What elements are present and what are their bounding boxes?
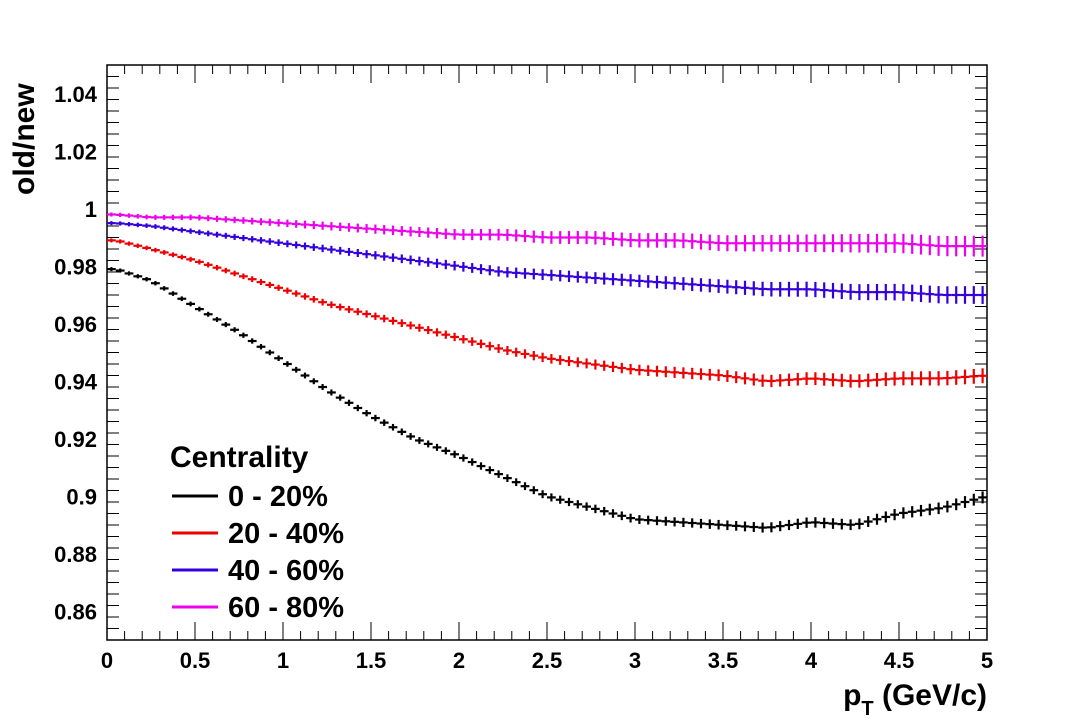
legend-entry: 60 - 80% <box>172 592 344 624</box>
y-axis-ticks <box>107 64 987 641</box>
x-tick-label: 0.5 <box>180 648 211 673</box>
y-tick-label: 1 <box>85 197 97 222</box>
legend-entry: 20 - 40% <box>172 518 344 550</box>
y-tick-label: 0.98 <box>54 254 97 279</box>
x-axis-title: pT (GeV/c) <box>843 679 987 720</box>
y-axis-tick-labels: 0.86 0.88 0.9 0.92 0.94 0.96 0.98 1 1.02 1.04 <box>54 82 98 625</box>
legend-label: 0 - 20% <box>228 481 328 513</box>
x-tick-label: 5 <box>981 648 993 673</box>
x-tick-label: 1 <box>277 648 289 673</box>
plot-frame <box>106 64 988 641</box>
y-axis-title: old/new <box>8 83 41 195</box>
legend-label: 60 - 80% <box>228 592 344 624</box>
series-40-60 <box>107 221 987 304</box>
y-tick-label: 0.94 <box>54 369 98 394</box>
x-axis-tick-labels: 0 0.5 1 1.5 2 2.5 3 3.5 4 4.5 5 <box>101 648 993 673</box>
x-axis-ticks <box>106 65 988 640</box>
x-tick-label: 4.5 <box>884 648 915 673</box>
series-60-80 <box>107 212 987 257</box>
y-tick-label: 0.86 <box>54 599 97 624</box>
legend-label: 20 - 40% <box>228 518 344 550</box>
x-axis-title-subscript: T <box>861 698 873 720</box>
x-tick-label: 3.5 <box>708 648 739 673</box>
y-tick-label: 1.02 <box>54 139 97 164</box>
legend: Centrality 0 - 20% 20 - 40% 40 - 60% 60 - 8… <box>170 441 344 624</box>
y-tick-label: 0.96 <box>54 312 97 337</box>
legend-title: Centrality <box>170 441 309 474</box>
series-0-20 <box>107 267 987 533</box>
legend-entry: 40 - 60% <box>172 555 344 587</box>
x-tick-label: 0 <box>101 648 113 673</box>
legend-label: 40 - 60% <box>228 555 344 587</box>
y-tick-label: 0.92 <box>54 427 97 452</box>
series-20-40 <box>107 238 987 388</box>
legend-entry: 0 - 20% <box>172 481 328 513</box>
data-series <box>107 212 987 533</box>
y-tick-label: 0.88 <box>54 542 97 567</box>
x-axis-title-main: p <box>843 679 861 712</box>
x-tick-label: 3 <box>629 648 641 673</box>
x-tick-label: 1.5 <box>356 648 387 673</box>
x-tick-label: 2 <box>453 648 465 673</box>
x-tick-label: 4 <box>805 648 818 673</box>
legend-entries: 0 - 20% 20 - 40% 40 - 60% 60 - 80% <box>172 481 344 624</box>
y-tick-label: 1.04 <box>54 82 98 107</box>
x-axis-title-unit: (GeV/c) <box>874 679 987 712</box>
x-tick-label: 2.5 <box>532 648 563 673</box>
y-tick-label: 0.9 <box>66 484 97 509</box>
